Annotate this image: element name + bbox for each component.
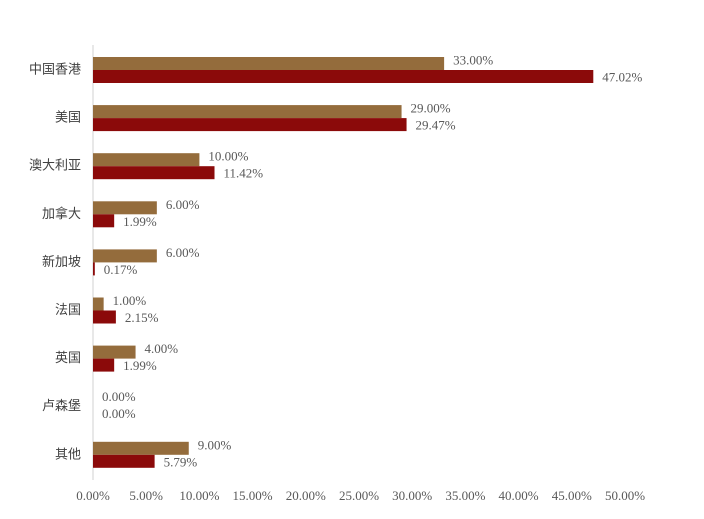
category-label: 新加坡	[42, 254, 81, 270]
category-label: 美国	[55, 111, 81, 126]
bar	[93, 57, 445, 70]
bar	[93, 214, 115, 228]
category-label: 澳大利亚	[29, 158, 81, 174]
value-label: 47.02%	[602, 69, 642, 84]
category-label: 卢森堡	[42, 398, 81, 414]
value-label: 2.15%	[125, 310, 159, 325]
bar	[93, 118, 407, 132]
category-label: 其他	[55, 447, 81, 462]
value-label: 29.47%	[416, 118, 456, 133]
bar	[93, 454, 155, 468]
value-label: 29.00%	[411, 101, 451, 116]
x-tick-label: 25.00%	[339, 488, 379, 503]
bar	[93, 249, 157, 263]
category-label: 英国	[55, 351, 81, 366]
bar	[93, 358, 115, 372]
bar	[93, 70, 594, 83]
value-label: 1.99%	[123, 358, 157, 373]
x-tick-label: 50.00%	[605, 488, 645, 503]
value-label: 10.00%	[208, 149, 248, 164]
x-tick-label: 10.00%	[179, 488, 219, 503]
bar	[93, 297, 104, 311]
value-label: 1.99%	[123, 214, 157, 229]
bar	[93, 105, 402, 119]
bar	[93, 166, 215, 180]
x-tick-label: 45.00%	[552, 488, 592, 503]
category-label: 法国	[55, 303, 81, 318]
x-tick-label: 0.00%	[76, 488, 110, 503]
value-label: 0.00%	[102, 406, 136, 421]
value-label: 5.79%	[164, 454, 198, 469]
category-label: 加拿大	[42, 206, 81, 222]
x-tick-label: 35.00%	[445, 488, 485, 503]
x-tick-label: 40.00%	[499, 488, 539, 503]
value-label: 9.00%	[198, 437, 232, 452]
x-tick-label: 20.00%	[286, 488, 326, 503]
bar	[93, 262, 95, 276]
bar	[93, 153, 200, 167]
value-label: 0.17%	[104, 262, 138, 277]
bar	[93, 441, 189, 455]
x-tick-label: 15.00%	[233, 488, 273, 503]
bar	[93, 201, 157, 215]
x-tick-label: 5.00%	[129, 488, 163, 503]
value-label: 33.00%	[453, 52, 493, 67]
value-label: 0.00%	[102, 389, 136, 404]
bar	[93, 310, 116, 324]
value-label: 6.00%	[166, 245, 200, 260]
value-label: 4.00%	[145, 341, 179, 356]
x-tick-label: 30.00%	[392, 488, 432, 503]
value-label: 6.00%	[166, 197, 200, 212]
bar	[93, 345, 136, 359]
category-label: 中国香港	[29, 63, 81, 78]
value-label: 11.42%	[224, 166, 264, 181]
value-label: 1.00%	[113, 293, 147, 308]
